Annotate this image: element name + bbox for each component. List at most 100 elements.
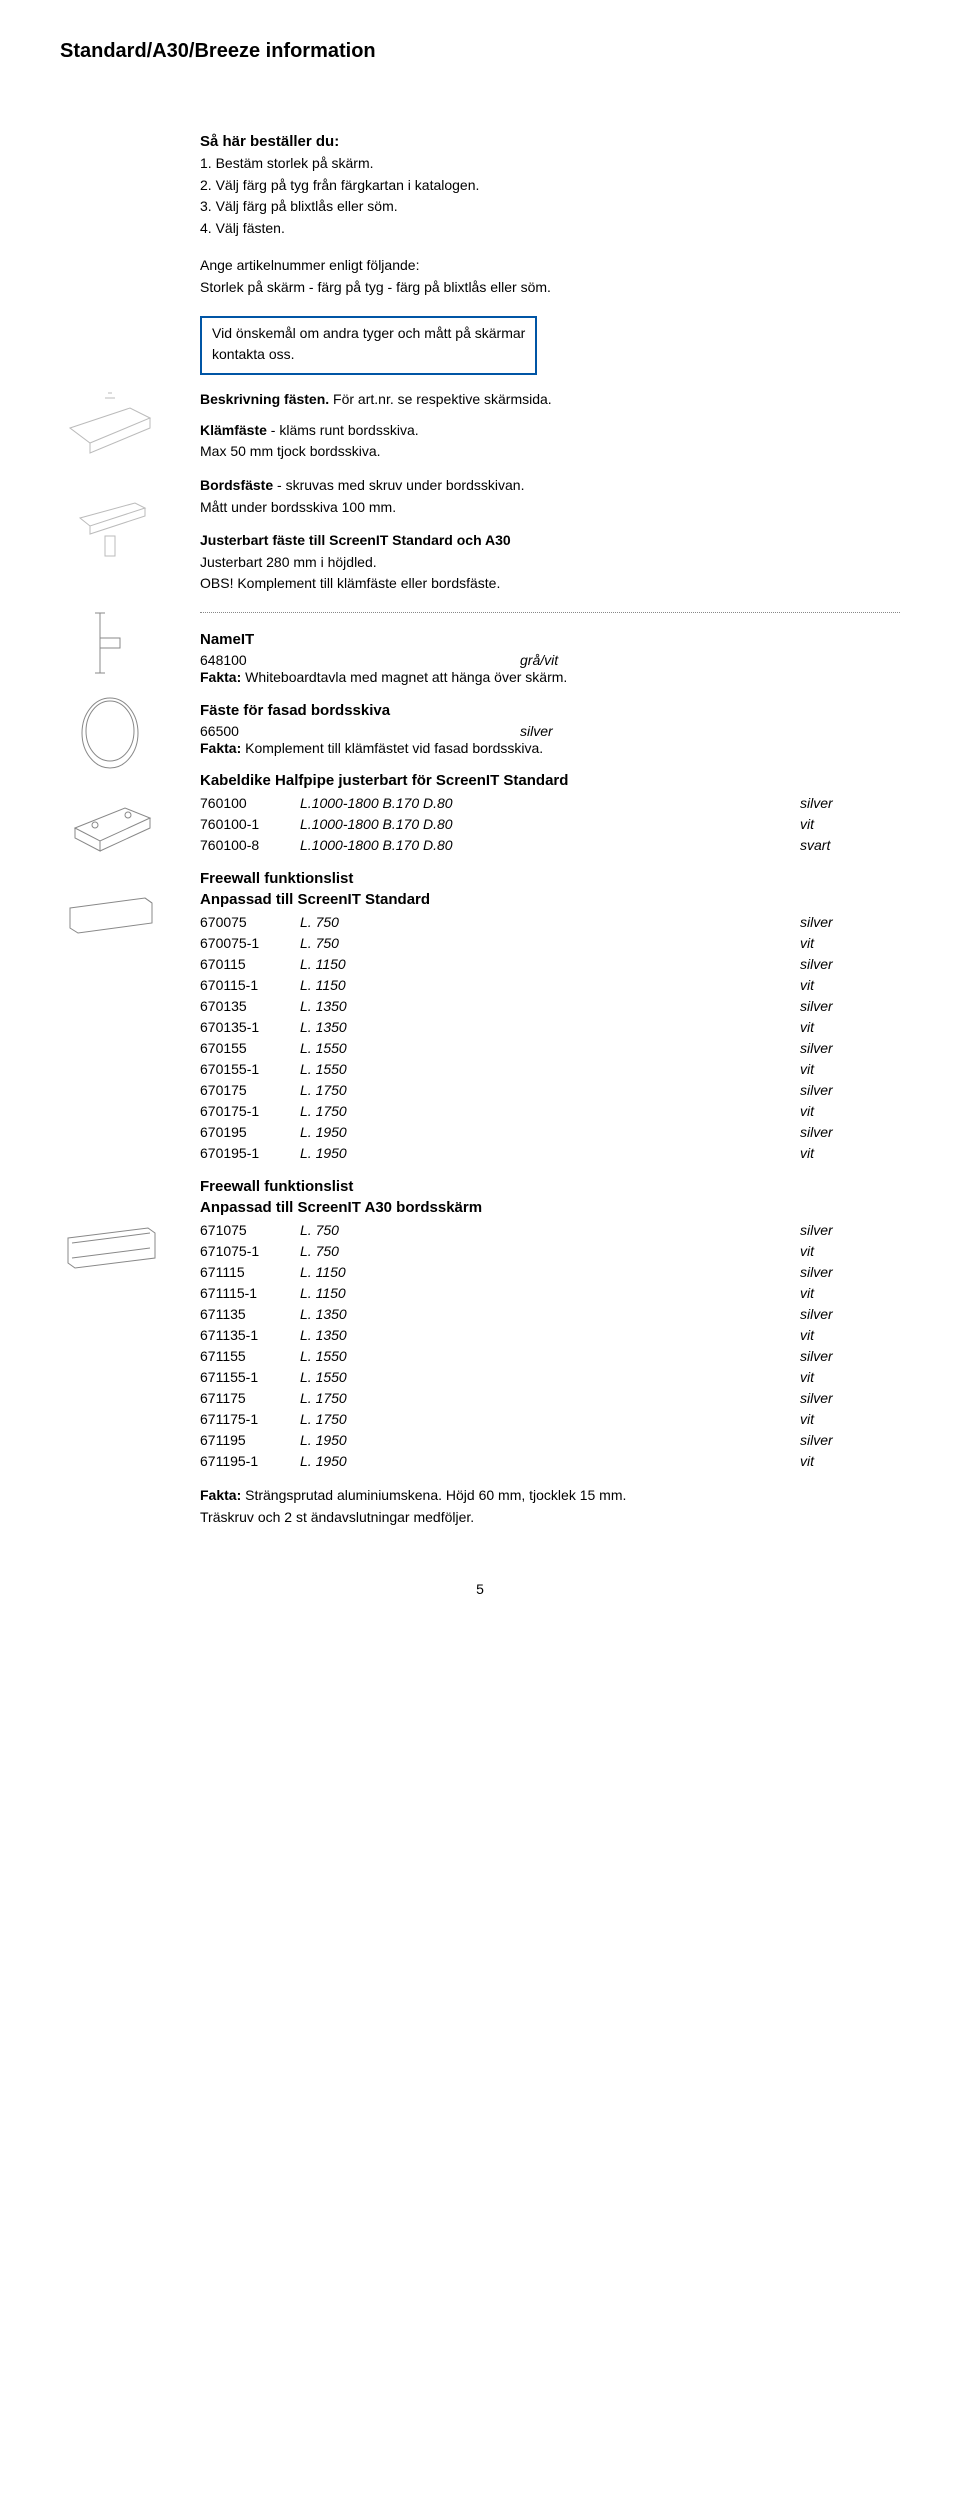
faste-fasad-art: 66500: [200, 723, 320, 739]
order-step: 2. Välj färg på tyg från färgkartan i ka…: [200, 176, 900, 196]
desc-bold: Beskrivning fästen.: [200, 391, 333, 407]
dotted-separator: [200, 612, 900, 613]
table-row: 670075-1L. 750vit: [200, 933, 900, 954]
cell-dimension: L. 1350: [300, 1017, 800, 1038]
kabeldike-block: Kabeldike Halfpipe justerbart för Screen…: [200, 772, 900, 856]
table-row: 670155L. 1550silver: [200, 1038, 900, 1059]
cell-color: vit: [800, 1059, 900, 1080]
cell-article: 670175: [200, 1080, 300, 1101]
cell-article: 671075-1: [200, 1241, 300, 1262]
freewall-icon: [60, 1203, 160, 1283]
cell-article: 671155: [200, 1346, 300, 1367]
cell-dimension: L.1000-1800 B.170 D.80: [300, 793, 800, 814]
bord-head: Bordsfäste: [200, 477, 273, 493]
just-sub2: OBS! Komplement till klämfäste eller bor…: [200, 574, 900, 594]
cell-article: 670075: [200, 912, 300, 933]
cell-color: svart: [800, 835, 900, 856]
fact-label: Fakta:: [200, 1487, 245, 1503]
cell-dimension: L. 750: [300, 912, 800, 933]
cell-dimension: L. 1750: [300, 1101, 800, 1122]
table-row: 760100-1L.1000-1800 B.170 D.80vit: [200, 814, 900, 835]
faste-fasad-head: Fäste för fasad bordsskiva: [200, 702, 900, 719]
nameit-block: NameIT 648100 grå/vit Fakta: Whiteboardt…: [200, 631, 900, 688]
table-row: 671155-1L. 1550vit: [200, 1367, 900, 1388]
order-step: 1. Bestäm storlek på skärm.: [200, 154, 900, 174]
cell-article: 760100-8: [200, 835, 300, 856]
cell-dimension: L. 1150: [300, 954, 800, 975]
cell-article: 671195-1: [200, 1451, 300, 1472]
page-title: Standard/A30/Breeze information: [60, 40, 900, 63]
cell-color: vit: [800, 1325, 900, 1346]
klam-sub: Max 50 mm tjock bordsskiva.: [200, 442, 900, 462]
nameit-icon: [60, 693, 160, 773]
fact-label: Fakta:: [200, 740, 245, 756]
cell-color: silver: [800, 1388, 900, 1409]
cell-dimension: L. 1550: [300, 1038, 800, 1059]
order-step: 3. Välj färg på blixtlås eller söm.: [200, 197, 900, 217]
table-row: 671135L. 1350silver: [200, 1304, 900, 1325]
cell-article: 671175-1: [200, 1409, 300, 1430]
kabeldike-head: Kabeldike Halfpipe justerbart för Screen…: [200, 772, 900, 789]
cell-article: 670195-1: [200, 1143, 300, 1164]
cell-article: 670135-1: [200, 1017, 300, 1038]
faste-fasad-fact: Komplement till klämfästet vid fasad bor…: [245, 740, 543, 756]
left-icon-column: [60, 133, 180, 1541]
table-row: 671195-1L. 1950vit: [200, 1451, 900, 1472]
cell-article: 760100-1: [200, 814, 300, 835]
cell-color: silver: [800, 1080, 900, 1101]
cell-article: 671175: [200, 1388, 300, 1409]
just-head: Justerbart fäste till ScreenIT Standard …: [200, 531, 900, 551]
format-line: Storlek på skärm - färg på tyg - färg på…: [200, 278, 900, 298]
fact-label: Fakta:: [200, 669, 245, 685]
final-fact-1: Strängsprutad aluminiumskena. Höjd 60 mm…: [245, 1487, 626, 1503]
cell-dimension: L. 1550: [300, 1367, 800, 1388]
cell-dimension: L. 1550: [300, 1059, 800, 1080]
notice-line: Vid önskemål om andra tyger och mått på …: [212, 324, 525, 344]
bord-rest: - skruvas med skruv under bordsskivan.: [273, 477, 524, 493]
cell-color: silver: [800, 1430, 900, 1451]
notice-line: kontakta oss.: [212, 345, 525, 365]
cell-dimension: L. 1750: [300, 1388, 800, 1409]
order-block: Så här beställer du: 1. Bestäm storlek p…: [200, 133, 900, 238]
cell-color: vit: [800, 975, 900, 996]
nameit-art: 648100: [200, 652, 320, 668]
cell-dimension: L. 1750: [300, 1080, 800, 1101]
cell-color: vit: [800, 1241, 900, 1262]
cell-color: silver: [800, 912, 900, 933]
nameit-color: grå/vit: [520, 652, 620, 668]
bordsfaste-block: Bordsfäste - skruvas med skruv under bor…: [200, 476, 900, 517]
cell-dimension: L. 1350: [300, 1325, 800, 1346]
format-block: Ange artikelnummer enligt följande: Stor…: [200, 256, 900, 297]
cell-color: vit: [800, 814, 900, 835]
page-number: 5: [60, 1581, 900, 1597]
bord-sub: Mått under bordsskiva 100 mm.: [200, 498, 900, 518]
cell-dimension: L. 1750: [300, 1409, 800, 1430]
table-row: 670135-1L. 1350vit: [200, 1017, 900, 1038]
just-sub1: Justerbart 280 mm i höjdled.: [200, 553, 900, 573]
desc-block: Beskrivning fästen. För art.nr. se respe…: [200, 391, 900, 407]
table-row: 760100L.1000-1800 B.170 D.80silver: [200, 793, 900, 814]
table-row: 670115-1L. 1150vit: [200, 975, 900, 996]
cell-color: silver: [800, 954, 900, 975]
kabeldike-rows: 760100L.1000-1800 B.170 D.80silver760100…: [200, 793, 900, 856]
table-row: 670135L. 1350silver: [200, 996, 900, 1017]
table-row: 670175L. 1750silver: [200, 1080, 900, 1101]
cell-dimension: L.1000-1800 B.170 D.80: [300, 835, 800, 856]
nameit-head: NameIT: [200, 631, 900, 648]
cell-article: 670135: [200, 996, 300, 1017]
freewall-std-head2: Anpassad till ScreenIT Standard: [200, 891, 900, 908]
freewall-std-head1: Freewall funktionslist: [200, 870, 900, 887]
cell-dimension: L. 1950: [300, 1451, 800, 1472]
cell-dimension: L. 750: [300, 1241, 800, 1262]
cell-dimension: L. 1350: [300, 996, 800, 1017]
order-step: 4. Välj fästen.: [200, 219, 900, 239]
table-row: 670115L. 1150silver: [200, 954, 900, 975]
cell-color: silver: [800, 1038, 900, 1059]
cell-color: silver: [800, 1122, 900, 1143]
cell-color: silver: [800, 1304, 900, 1325]
cell-article: 670155-1: [200, 1059, 300, 1080]
table-row: 671135-1L. 1350vit: [200, 1325, 900, 1346]
kabeldike-icon: [60, 873, 160, 953]
faste-fasad-block: Fäste för fasad bordsskiva 66500 silver …: [200, 702, 900, 759]
table-row: 671075-1L. 750vit: [200, 1241, 900, 1262]
